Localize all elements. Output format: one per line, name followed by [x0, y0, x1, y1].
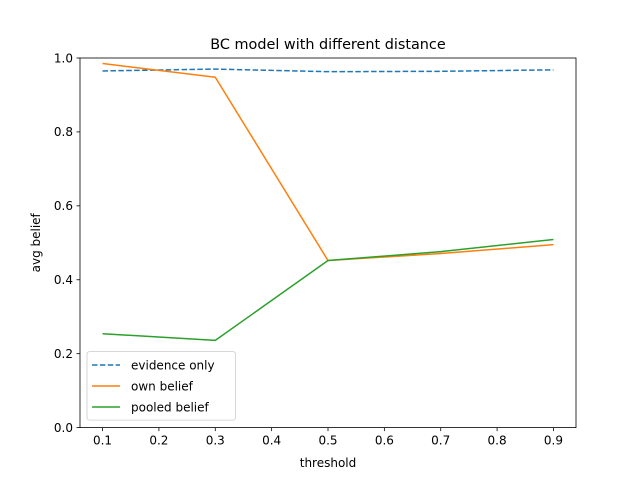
- x-tick-label: 0.2: [149, 434, 168, 448]
- y-tick-label: 0.4: [54, 273, 73, 287]
- y-tick-label: 1.0: [54, 51, 73, 65]
- x-tick-label: 0.6: [375, 434, 394, 448]
- y-tick-label: 0.2: [54, 347, 73, 361]
- x-tick-label: 0.5: [318, 434, 337, 448]
- y-tick-label: 0.8: [54, 125, 73, 139]
- x-axis-label: threshold: [300, 456, 357, 470]
- y-tick-label: 0.6: [54, 199, 73, 213]
- legend-label: evidence only: [131, 358, 215, 372]
- x-tick-label: 0.3: [206, 434, 225, 448]
- x-tick-label: 0.4: [262, 434, 281, 448]
- legend-label: own belief: [131, 379, 194, 393]
- y-tick-label: 0.0: [54, 421, 73, 435]
- x-tick-label: 0.1: [93, 434, 112, 448]
- x-tick-label: 0.8: [488, 434, 507, 448]
- x-tick-label: 0.9: [544, 434, 563, 448]
- y-axis-label: avg belief: [29, 212, 43, 272]
- legend-label: pooled belief: [131, 400, 210, 414]
- x-tick-label: 0.7: [431, 434, 450, 448]
- chart-title: BC model with different distance: [210, 37, 446, 53]
- legend: evidence only own belief pooled belief: [87, 352, 236, 421]
